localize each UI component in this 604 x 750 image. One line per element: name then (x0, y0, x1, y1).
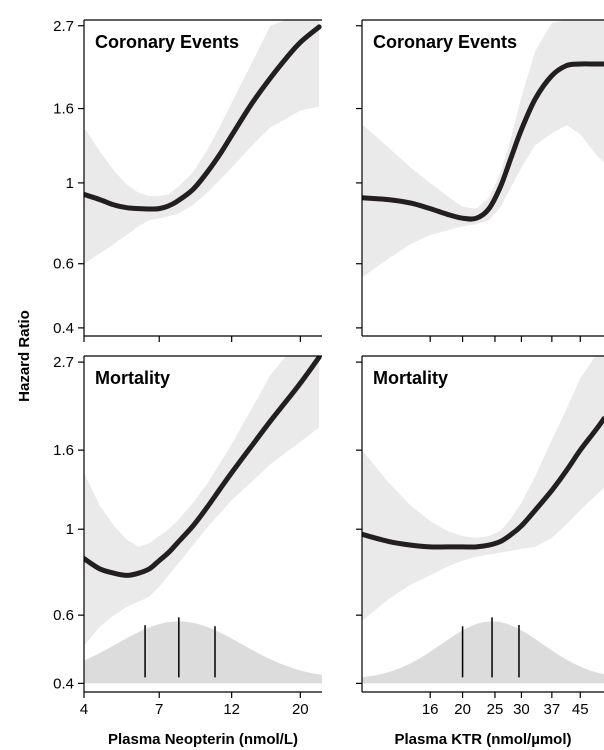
hazard-ratio-line (84, 24, 322, 212)
y-tick-label: 2.7 (53, 18, 74, 35)
x-tick-label: 16 (422, 701, 439, 718)
panel-coronary-events-ktr: Coronary Events (356, 19, 604, 342)
panel-mortality-neopterin: 0.4 0.6 1 1.6 2.7 4 7 12 20 Mortality (53, 354, 322, 718)
panel-title: Coronary Events (373, 32, 517, 52)
density-area (84, 621, 322, 684)
hazard-ratio-line (362, 416, 604, 550)
chart-root: 0.4 0.6 1 1.6 2.7 Coronary Events Coronary Eve… (16, 18, 604, 748)
x-tick-label: 45 (572, 701, 589, 718)
x-axis-label: Plasma Neopterin (nmol/L) (108, 731, 298, 748)
panel-plot-area (84, 356, 322, 684)
y-axis-label: Hazard Ratio (16, 310, 33, 402)
x-tick-label: 7 (155, 701, 163, 718)
x-tick-label: 37 (544, 701, 561, 718)
panel-plot-area (362, 356, 604, 684)
panel-plot-area (84, 20, 322, 264)
panel-title: Mortality (373, 368, 448, 388)
x-tick-label: 12 (223, 701, 240, 718)
x-tick-label: 25 (487, 701, 504, 718)
panel-coronary-events-neopterin: 0.4 0.6 1 1.6 2.7 Coronary Events (53, 18, 322, 342)
hazard-ratio-line (84, 356, 322, 578)
panel-mortality-ktr: 16 20 25 30 37 45 Mortality (356, 355, 604, 718)
y-tick-label: 2.7 (53, 354, 74, 371)
y-tick-label: 0.6 (53, 607, 74, 624)
y-tick-label: 1 (66, 175, 74, 192)
density-area (362, 621, 604, 684)
hazard-ratio-line (362, 61, 604, 222)
y-tick-label: 0.4 (53, 675, 74, 692)
confidence-band (84, 356, 320, 646)
confidence-band (362, 356, 604, 621)
x-tick-label: 30 (513, 701, 530, 718)
x-tick-label: 20 (454, 701, 471, 718)
panel-title: Mortality (95, 368, 170, 388)
confidence-band (84, 20, 320, 264)
x-axis-label: Plasma KTR (nmol/µmol) (395, 731, 572, 748)
x-tick-label: 20 (292, 701, 309, 718)
x-tick-label: 4 (80, 701, 88, 718)
y-tick-label: 1.6 (53, 442, 74, 459)
y-tick-label: 1 (66, 521, 74, 538)
confidence-band (362, 20, 604, 278)
panel-title: Coronary Events (95, 32, 239, 52)
y-tick-label: 0.4 (53, 320, 74, 337)
panel-plot-area (362, 20, 604, 278)
y-tick-label: 1.6 (53, 101, 74, 118)
y-tick-label: 0.6 (53, 256, 74, 273)
